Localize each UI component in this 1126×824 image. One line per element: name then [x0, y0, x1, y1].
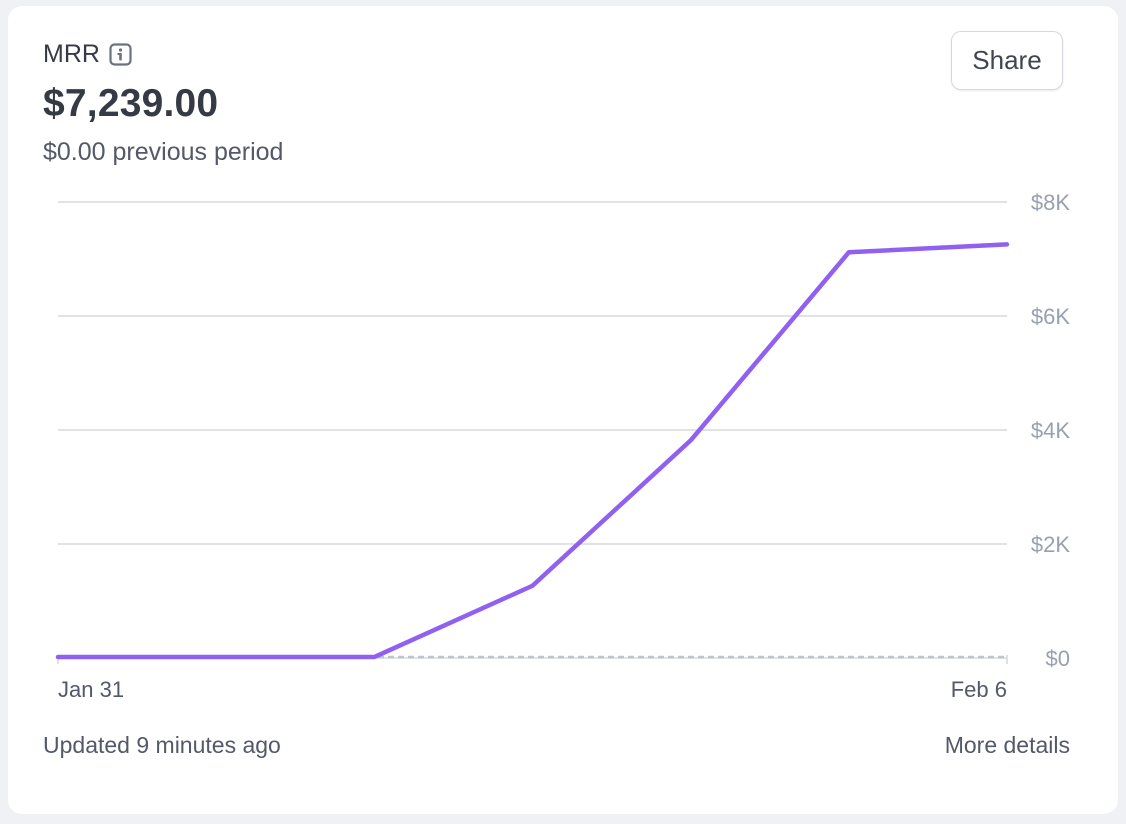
metric-value: $7,239.00 [43, 82, 219, 125]
mrr-card [8, 6, 1118, 814]
more-details-link[interactable]: More details [944, 732, 1070, 758]
updated-timestamp: Updated 9 minutes ago [43, 732, 281, 758]
share-button[interactable]: Share [951, 31, 1063, 90]
metric-previous-period: $0.00 previous period [43, 138, 284, 166]
info-icon[interactable] [109, 43, 132, 66]
metric-name: MRR [43, 40, 100, 68]
metric-title-row: MRR [43, 40, 132, 69]
